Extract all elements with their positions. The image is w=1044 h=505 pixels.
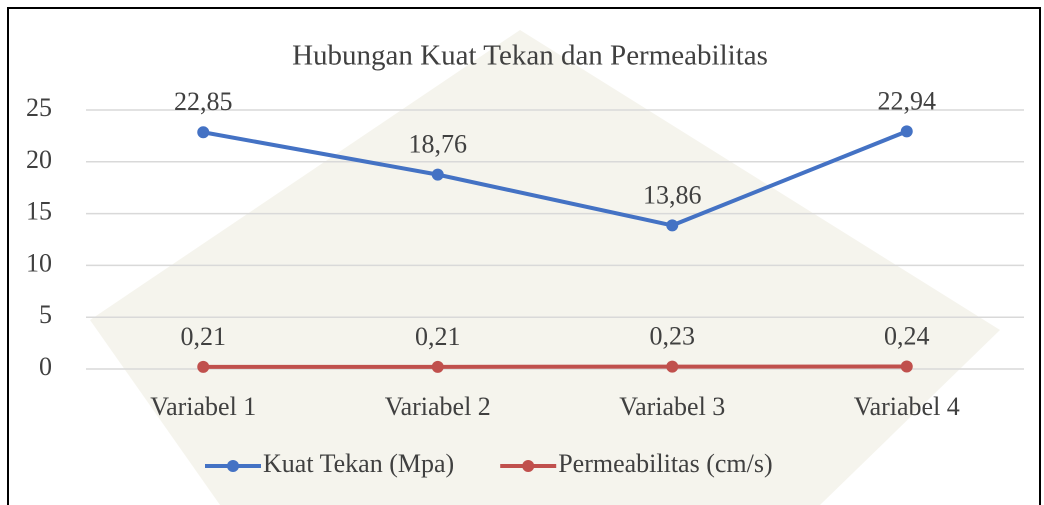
data-point xyxy=(901,361,913,373)
data-label: 0,21 xyxy=(415,322,461,351)
y-tick-label: 15 xyxy=(26,197,52,226)
data-label: 13,86 xyxy=(643,180,702,209)
x-tick-label: Variabel 3 xyxy=(619,392,725,421)
data-label: 0,21 xyxy=(181,322,227,351)
y-tick-label: 5 xyxy=(39,300,52,329)
y-tick-label: 25 xyxy=(26,93,52,122)
data-label: 22,85 xyxy=(174,87,233,116)
data-label: 0,24 xyxy=(884,321,930,350)
y-tick-label: 0 xyxy=(39,352,52,381)
y-tick-label: 20 xyxy=(26,145,52,174)
legend-label: Kuat Tekan (Mpa) xyxy=(263,449,454,478)
data-point xyxy=(666,361,678,373)
data-label: 0,23 xyxy=(650,322,696,351)
chart: Hubungan Kuat Tekan dan Permeabilitas 0 5… xyxy=(0,0,1044,505)
data-point xyxy=(666,219,678,231)
data-point xyxy=(197,126,209,138)
legend-marker xyxy=(522,460,534,472)
data-point xyxy=(901,125,913,137)
chart-title: Hubungan Kuat Tekan dan Permeabilitas xyxy=(292,40,768,72)
legend-label: Permeabilitas (cm/s) xyxy=(558,449,772,478)
legend-marker xyxy=(227,460,239,472)
data-point xyxy=(197,361,209,373)
x-tick-label: Variabel 2 xyxy=(385,392,491,421)
data-label: 18,76 xyxy=(409,130,468,159)
y-tick-label: 10 xyxy=(26,248,52,277)
page: Hubungan Kuat Tekan dan Permeabilitas 0 5… xyxy=(0,0,1044,505)
data-point xyxy=(432,361,444,373)
x-tick-label: Variabel 1 xyxy=(150,392,256,421)
data-point xyxy=(432,169,444,181)
data-label: 22,94 xyxy=(878,86,937,115)
x-tick-label: Variabel 4 xyxy=(854,392,960,421)
